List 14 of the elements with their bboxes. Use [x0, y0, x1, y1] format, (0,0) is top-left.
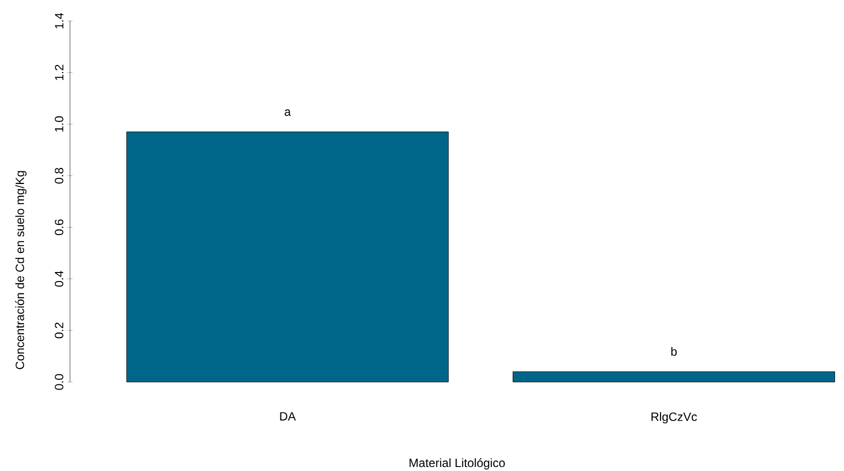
x-tick-label: DA: [280, 412, 296, 420]
x-axis-title: Material Litológico: [410, 458, 505, 470]
y-tick-label: 0.8: [54, 168, 64, 184]
y-tick-label: 0.2: [54, 322, 64, 338]
y-tick-label: 1.2: [54, 64, 64, 80]
y-tick-label: 0.0: [54, 374, 64, 390]
y-tick-label: 1.0: [54, 116, 64, 132]
y-axis-title: Concentración de Cd en suelo mg/Kg: [15, 171, 26, 370]
y-tick-label: 0.4: [54, 270, 64, 287]
annotation: b: [671, 346, 677, 356]
y-tick-label: 1.4: [55, 12, 64, 28]
x-tick-label: RlgCzVc: [652, 412, 697, 424]
annotation: a: [284, 109, 291, 116]
y-tick-label: 0.6: [54, 219, 64, 236]
